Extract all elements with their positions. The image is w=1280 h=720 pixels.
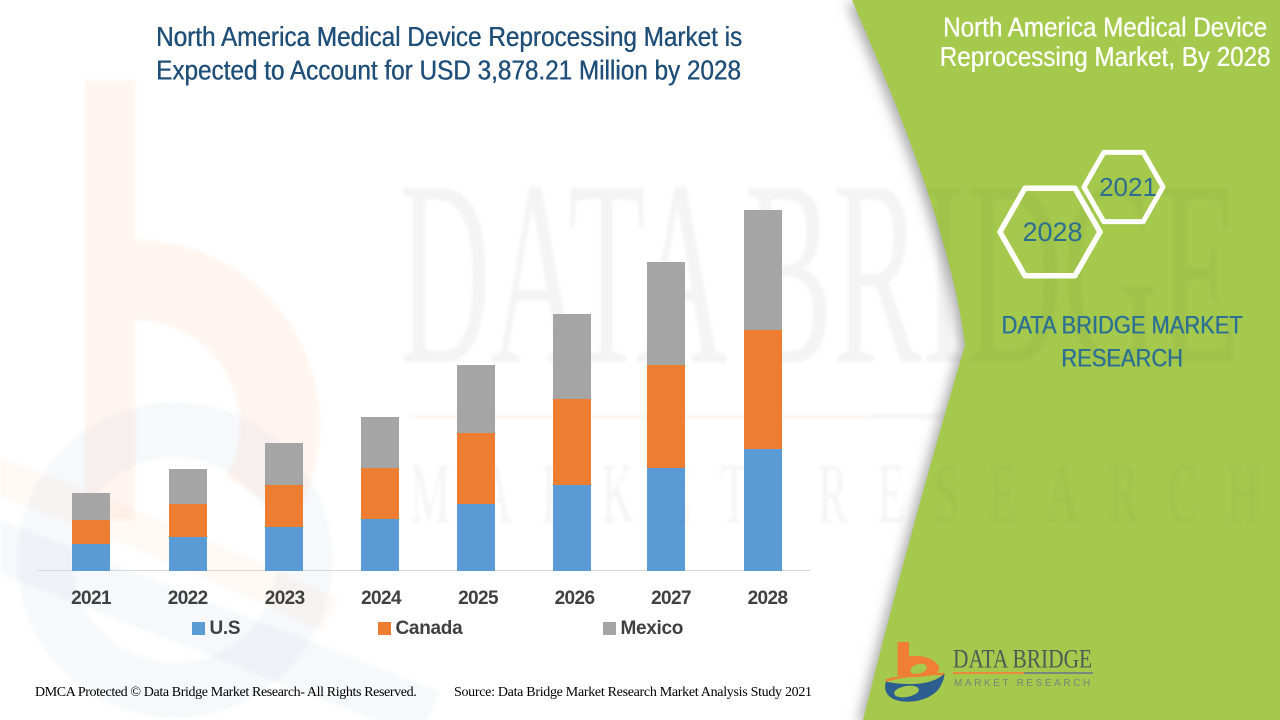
svg-text:2028: 2028 (1022, 217, 1082, 247)
svg-text:2021: 2021 (1099, 172, 1157, 202)
svg-text:MARKET RESEARCH: MARKET RESEARCH (410, 446, 1260, 541)
